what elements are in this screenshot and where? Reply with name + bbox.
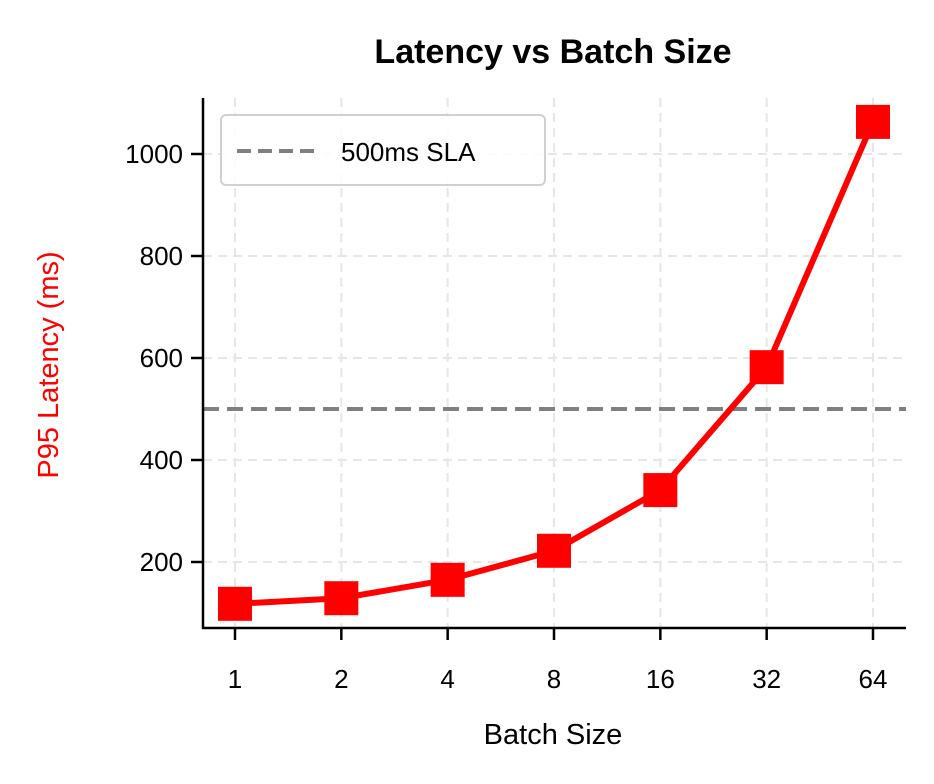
y-tick-label: 1000 [125,139,183,169]
x-tick-label: 4 [440,664,454,694]
x-tick-label: 32 [752,664,781,694]
x-tick-label: 64 [859,664,888,694]
data-point-marker [430,562,465,597]
y-tick-label: 400 [140,445,183,475]
data-point-marker [218,586,252,621]
x-tick-label: 2 [334,664,348,694]
x-axis-label: Batch Size [484,719,623,751]
x-tick-label: 1 [228,664,242,694]
legend: 500ms SLA [220,114,546,186]
latency-series [218,104,890,621]
x-tick-label: 8 [547,664,561,694]
y-axis-ticks: 200 400 600 800 1000 [125,139,203,577]
data-point-marker [324,581,359,616]
data-point-marker [856,104,890,139]
legend-frame [220,114,546,186]
y-axis-label: P95 Latency (ms) [33,251,65,478]
data-point-marker [749,350,784,385]
data-point-marker [537,533,571,568]
legend-label-sla: 500ms SLA [341,137,476,167]
y-tick-label: 600 [140,343,183,373]
x-axis-ticks: 1 2 4 8 16 32 64 [228,628,888,694]
data-point-marker [643,473,678,508]
x-tick-label: 16 [646,664,675,694]
chart-title: Latency vs Batch Size [374,33,731,71]
y-tick-label: 200 [140,547,183,577]
y-tick-label: 800 [140,241,183,271]
